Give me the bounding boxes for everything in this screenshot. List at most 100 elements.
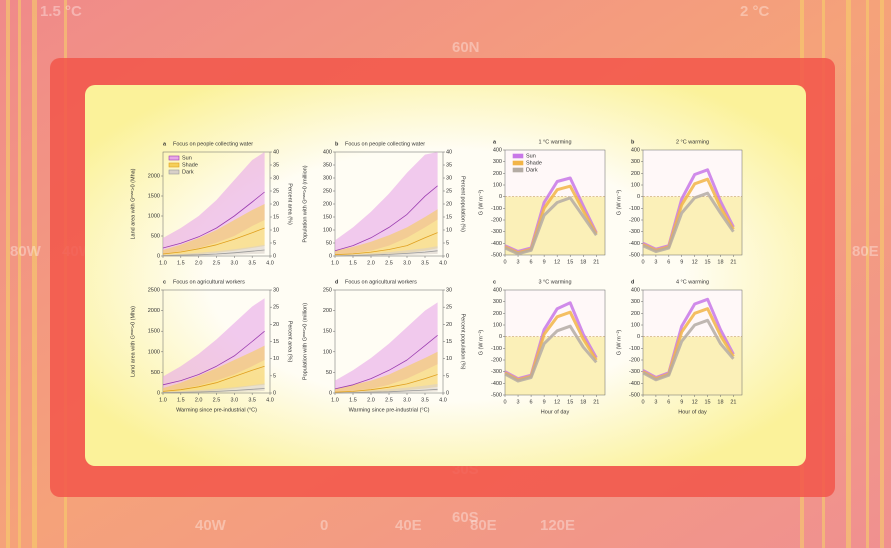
legend-swatch (168, 162, 180, 168)
x-tick-label: 3.5 (421, 260, 429, 266)
series-line (162, 227, 265, 255)
x-tick-label: 3.0 (231, 260, 239, 266)
y2-tick-label: 5 (446, 373, 449, 379)
y-tick-label: 100 (493, 182, 502, 188)
legend-swatch (512, 153, 524, 159)
map-label: 0 (320, 517, 328, 534)
map-label: 1.5 °C (40, 3, 82, 20)
y-tick-label: 0 (499, 194, 502, 200)
panel-label: c (493, 279, 496, 285)
legend-label: Shade (526, 160, 542, 166)
y2-tick-label: 15 (446, 214, 452, 220)
series-line (162, 191, 265, 249)
uncertainty-band (163, 383, 265, 393)
y-tick-label: 200 (631, 311, 640, 317)
uncertainty-band (335, 246, 438, 256)
y-tick-label: 400 (493, 287, 502, 293)
y2-tick-label: 0 (446, 253, 449, 259)
y-tick-label: 500 (151, 370, 160, 376)
x-tick-label: 4.0 (266, 397, 274, 403)
y-tick-label: 400 (493, 147, 502, 153)
y2-tick-label: 20 (446, 201, 452, 207)
panel-label: d (631, 279, 634, 285)
x-tick-label: 18 (717, 259, 723, 265)
y-tick-label: -200 (491, 217, 502, 223)
y2-tick-label: 0 (273, 253, 276, 259)
map-label: 120E (540, 517, 575, 534)
y2-axis-label: Percent population (%) (460, 314, 466, 370)
x-tick-label: 2.5 (385, 397, 393, 403)
card (85, 85, 806, 466)
x-tick-label: 0 (503, 399, 506, 405)
y-tick-label: 300 (493, 159, 502, 165)
x-tick-label: 9 (543, 259, 546, 265)
y2-tick-label: 10 (273, 227, 279, 233)
y-tick-label: -300 (491, 369, 502, 375)
y-tick-label: 400 (631, 287, 640, 293)
uncertainty-band (163, 204, 265, 256)
y-tick-label: -300 (491, 229, 502, 235)
y-tick-label: 0 (157, 253, 160, 259)
plot-frame (642, 289, 743, 396)
map-label: 2 °C (740, 3, 770, 20)
x-tick-label: 3.0 (403, 397, 411, 403)
y2-tick-label: 25 (273, 188, 279, 194)
y-tick-label: -400 (629, 381, 640, 387)
y-tick-label: 0 (637, 334, 640, 340)
y2-tick-label: 25 (446, 188, 452, 194)
y2-tick-label: 5 (273, 373, 276, 379)
y2-tick-label: 0 (273, 390, 276, 396)
x-tick-label: 12 (554, 259, 560, 265)
y-tick-label: -100 (629, 206, 640, 212)
legend-label: Sun (182, 155, 192, 161)
panel-label: b (335, 141, 339, 147)
x-tick-label: 3 (517, 399, 520, 405)
y-tick-label: 100 (493, 322, 502, 328)
y2-tick-label: 20 (273, 201, 279, 207)
y-tick-label: 200 (323, 308, 332, 314)
x-tick-label: 6 (667, 259, 670, 265)
x-tick-label: 15 (567, 399, 573, 405)
y2-tick-label: 20 (273, 322, 279, 328)
map-label: 60S (452, 509, 479, 526)
legend-swatch (168, 155, 180, 161)
series-line (162, 365, 265, 392)
panel-label: b (631, 139, 635, 145)
x-tick-label: 15 (567, 259, 573, 265)
y2-tick-label: 10 (273, 356, 279, 362)
y2-tick-label: 30 (446, 287, 452, 293)
y-tick-label: 50 (326, 240, 332, 246)
y-tick-label: -200 (629, 217, 640, 223)
y2-tick-label: 30 (273, 175, 279, 181)
x-tick-label: 1.5 (349, 397, 357, 403)
y-tick-label: 1500 (148, 329, 160, 335)
y-tick-label: 100 (631, 322, 640, 328)
series-line (162, 249, 265, 256)
y2-tick-label: 15 (273, 339, 279, 345)
series-line (334, 388, 438, 394)
y-tick-label: -100 (629, 346, 640, 352)
series-line (334, 334, 438, 390)
panel-title: 2 °C warming (676, 139, 709, 145)
y2-axis-label: Percent area (%) (287, 183, 293, 225)
y2-axis-label: Percent population (%) (460, 176, 466, 232)
x-tick-label: 9 (680, 399, 683, 405)
y-tick-label: 1500 (148, 193, 160, 199)
y2-tick-label: 25 (273, 305, 279, 311)
x-tick-label: 1.0 (159, 397, 167, 403)
y-tick-label: 400 (631, 147, 640, 153)
figure: a Focus on people collecting water Land ar… (130, 139, 743, 415)
x-tick-label: 0 (503, 259, 506, 265)
x-tick-label: 2.0 (367, 260, 375, 266)
x-tick-label: 9 (543, 399, 546, 405)
x-tick-label: 15 (705, 399, 711, 405)
x-tick-label: 1.0 (159, 260, 167, 266)
y-tick-label: 100 (323, 349, 332, 355)
y2-tick-label: 40 (273, 149, 279, 155)
y-axis-label: G (W m⁻²) (616, 190, 622, 216)
legend-label: Shade (182, 162, 198, 168)
legend-swatch (512, 160, 524, 166)
series-line (334, 250, 438, 257)
legend-label: Dark (526, 167, 538, 173)
